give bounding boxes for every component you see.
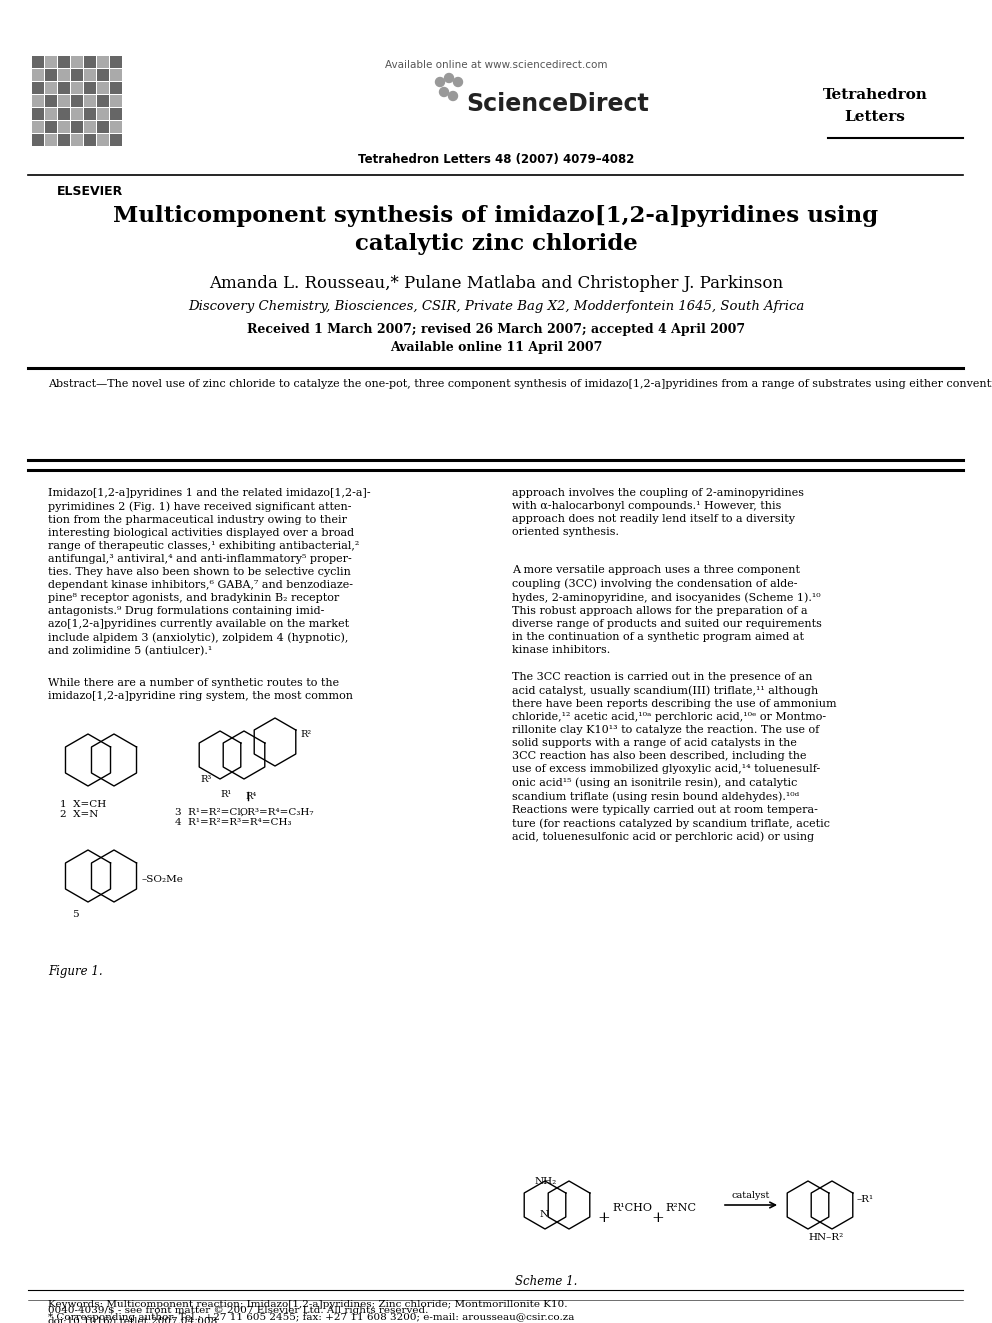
Bar [45, 82, 57, 94]
Bar [58, 69, 70, 81]
Text: Tetrahedron: Tetrahedron [822, 89, 928, 102]
Bar [97, 82, 109, 94]
Bar [84, 134, 96, 146]
Text: Received 1 March 2007; revised 26 March 2007; accepted 4 April 2007: Received 1 March 2007; revised 26 March … [247, 323, 745, 336]
Circle shape [435, 78, 444, 86]
Text: ELSEVIER: ELSEVIER [57, 185, 123, 198]
Text: Amanda L. Rousseau,* Pulane Matlaba and Christopher J. Parkinson: Amanda L. Rousseau,* Pulane Matlaba and … [209, 275, 783, 292]
Text: While there are a number of synthetic routes to the
imidazo[1,2-a]pyridine ring : While there are a number of synthetic ro… [48, 677, 353, 701]
Bar [58, 82, 70, 94]
Bar [45, 69, 57, 81]
Text: R³: R³ [200, 775, 211, 785]
Bar [97, 108, 109, 120]
Bar [110, 108, 122, 120]
Text: Keywords: Multicomponent reaction; Imidazo[1,2-a]pyridines; Zinc chloride; Montm: Keywords: Multicomponent reaction; Imida… [48, 1301, 567, 1308]
Text: ScienceDirect: ScienceDirect [466, 93, 649, 116]
Bar [71, 82, 83, 94]
Bar [97, 56, 109, 67]
Text: R²: R² [300, 730, 311, 740]
Bar [110, 95, 122, 107]
Bar [58, 134, 70, 146]
Text: Imidazo[1,2-a]pyridines 1 and the related imidazo[1,2-a]-
pyrimidines 2 (Fig. 1): Imidazo[1,2-a]pyridines 1 and the relate… [48, 488, 371, 656]
Text: 5: 5 [72, 910, 78, 919]
Bar [58, 56, 70, 67]
Bar [71, 69, 83, 81]
Text: Available online 11 April 2007: Available online 11 April 2007 [390, 341, 602, 355]
Bar [45, 56, 57, 67]
Text: +: + [651, 1211, 664, 1225]
Text: 3  R¹=R²=Cl, R³=R⁴=C₃H₇
4  R¹=R²=R³=R⁴=CH₃: 3 R¹=R²=Cl, R³=R⁴=C₃H₇ 4 R¹=R²=R³=R⁴=CH₃ [175, 808, 313, 827]
Text: * Corresponding author. Tel.: +27 11 605 2455; fax: +27 11 608 3200; e-mail: aro: * Corresponding author. Tel.: +27 11 605… [48, 1312, 574, 1322]
Text: –R¹: –R¹ [857, 1195, 874, 1204]
Text: 0040-4039/$ - see front matter © 2007 Elsevier Ltd. All rights reserved.: 0040-4039/$ - see front matter © 2007 El… [48, 1306, 429, 1315]
Bar [58, 95, 70, 107]
Text: Abstract—The novel use of zinc chloride to catalyze the one-pot, three component: Abstract—The novel use of zinc chloride … [48, 378, 992, 389]
Text: 1  X=CH
2  X=N: 1 X=CH 2 X=N [60, 800, 106, 819]
Text: catalytic zinc chloride: catalytic zinc chloride [354, 233, 638, 255]
Text: R¹: R¹ [220, 790, 231, 799]
Bar [97, 134, 109, 146]
Bar [97, 120, 109, 134]
Bar [32, 82, 44, 94]
Bar [84, 120, 96, 134]
Text: approach involves the coupling of 2-aminopyridines
with α-halocarbonyl compounds: approach involves the coupling of 2-amin… [512, 488, 804, 537]
Text: NH₂: NH₂ [535, 1177, 558, 1185]
Circle shape [439, 87, 448, 97]
Text: +: + [597, 1211, 610, 1225]
Text: HN–R²: HN–R² [808, 1233, 843, 1242]
Bar [97, 69, 109, 81]
Text: –SO₂Me: –SO₂Me [142, 876, 184, 885]
Bar [32, 69, 44, 81]
Bar [97, 95, 109, 107]
Bar [84, 82, 96, 94]
Bar [45, 120, 57, 134]
Bar [58, 108, 70, 120]
Circle shape [448, 91, 457, 101]
Bar [58, 120, 70, 134]
Bar [84, 56, 96, 67]
Circle shape [444, 74, 453, 82]
Text: doi:10.1016/j.tetlet.2007.04.008: doi:10.1016/j.tetlet.2007.04.008 [48, 1316, 218, 1323]
Text: R¹CHO: R¹CHO [612, 1203, 652, 1213]
Circle shape [453, 78, 462, 86]
Bar [45, 134, 57, 146]
Bar [32, 95, 44, 107]
Text: R²NC: R²NC [665, 1203, 696, 1213]
Text: N: N [540, 1211, 550, 1218]
Bar [71, 108, 83, 120]
Text: Scheme 1.: Scheme 1. [515, 1275, 577, 1289]
Bar [45, 108, 57, 120]
Bar [110, 134, 122, 146]
Bar [110, 69, 122, 81]
Text: Multicomponent synthesis of imidazo[1,2-a]pyridines using: Multicomponent synthesis of imidazo[1,2-… [113, 205, 879, 228]
Bar [110, 120, 122, 134]
Text: Figure 1.: Figure 1. [48, 964, 102, 978]
Text: R⁴: R⁴ [245, 792, 256, 800]
Bar [84, 69, 96, 81]
Bar [32, 108, 44, 120]
Text: Available online at www.sciencedirect.com: Available online at www.sciencedirect.co… [385, 60, 607, 70]
Bar [110, 56, 122, 67]
Text: Tetrahedron Letters 48 (2007) 4079–4082: Tetrahedron Letters 48 (2007) 4079–4082 [358, 153, 634, 165]
Bar [32, 134, 44, 146]
Text: O: O [240, 808, 248, 818]
Bar [71, 56, 83, 67]
Text: The 3CC reaction is carried out in the presence of an
acid catalyst, usually sca: The 3CC reaction is carried out in the p… [512, 672, 836, 843]
Bar [110, 82, 122, 94]
Text: A more versatile approach uses a three component
coupling (3CC) involving the co: A more versatile approach uses a three c… [512, 565, 822, 655]
Text: Letters: Letters [844, 110, 906, 124]
Text: Discovery Chemistry, Biosciences, CSIR, Private Bag X2, Modderfontein 1645, Sout: Discovery Chemistry, Biosciences, CSIR, … [187, 300, 805, 314]
Bar [84, 108, 96, 120]
Bar [32, 120, 44, 134]
Bar [71, 134, 83, 146]
Text: catalyst: catalyst [732, 1191, 770, 1200]
Bar [32, 56, 44, 67]
Bar [71, 95, 83, 107]
Bar [84, 95, 96, 107]
Bar [45, 95, 57, 107]
Bar [71, 120, 83, 134]
